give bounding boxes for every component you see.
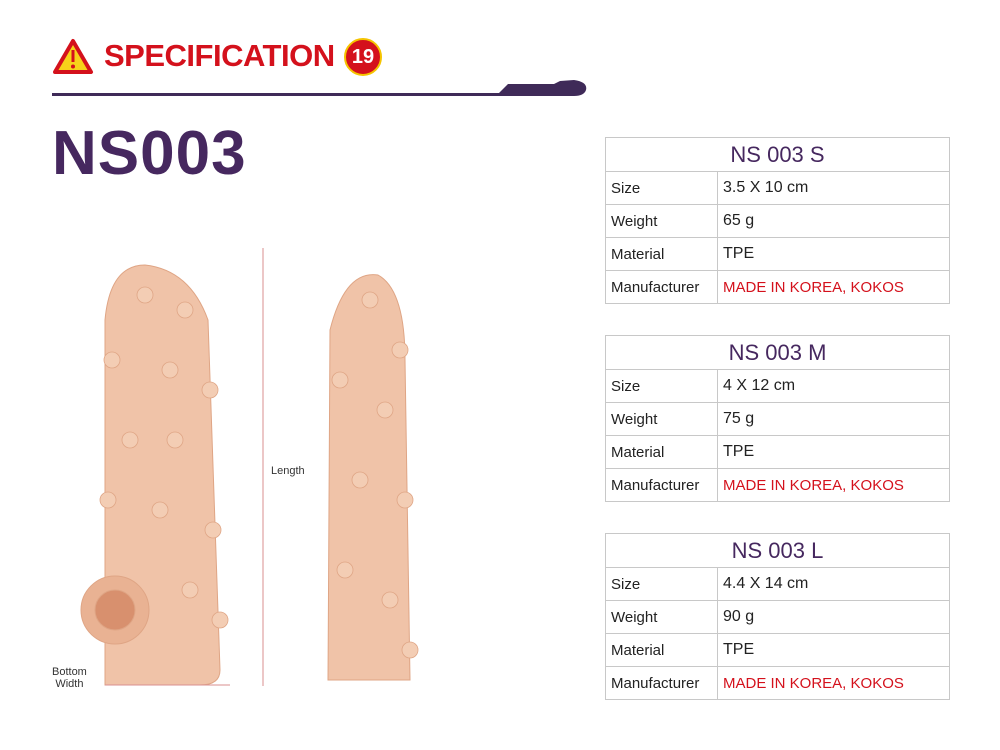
row-label: Weight [605,402,718,436]
table-row: Material TPE [605,633,950,667]
row-label: Material [605,237,718,271]
row-label: Size [605,171,718,205]
spec-table-s: NS 003 S Size 3.5 X 10 cm Weight 65 g Mate… [605,137,950,304]
table-row: Size 4 X 12 cm [605,369,950,403]
length-label: Length [271,465,305,477]
table-row: Weight 90 g [605,600,950,634]
row-label: Size [605,567,718,601]
header-divider-end [496,80,587,96]
row-value: 3.5 X 10 cm [717,171,950,205]
table-title: NS 003 L [605,533,950,568]
table-row: Size 4.4 X 14 cm [605,567,950,601]
row-label: Manufacturer [605,666,718,700]
product-image [80,248,419,686]
row-value: 65 g [717,204,950,238]
section-title: SPECIFICATION [104,38,335,73]
table-title: NS 003 M [605,335,950,370]
row-value: MADE IN KOREA, KOKOS [717,666,950,700]
row-label: Weight [605,204,718,238]
row-label: Manufacturer [605,468,718,502]
table-row: Material TPE [605,435,950,469]
row-label: Manufacturer [605,270,718,304]
table-row: Size 3.5 X 10 cm [605,171,950,205]
row-label: Weight [605,600,718,634]
table-row: Manufacturer MADE IN KOREA, KOKOS [605,666,950,700]
table-row: Manufacturer MADE IN KOREA, KOKOS [605,468,950,502]
header-divider [52,93,502,96]
spec-table-l: NS 003 L Size 4.4 X 14 cm Weight 90 g Mate… [605,533,950,700]
table-title: NS 003 S [605,137,950,172]
row-value: MADE IN KOREA, KOKOS [717,468,950,502]
row-label: Size [605,369,718,403]
row-value: MADE IN KOREA, KOKOS [717,270,950,304]
spec-table-m: NS 003 M Size 4 X 12 cm Weight 75 g Materi… [605,335,950,502]
bottom-width-label: Bottom Width [52,666,87,690]
row-label: Material [605,633,718,667]
table-row: Weight 75 g [605,402,950,436]
warning-triangle-icon [53,39,93,74]
row-value: 4.4 X 14 cm [717,567,950,601]
table-row: Material TPE [605,237,950,271]
table-row: Weight 65 g [605,204,950,238]
row-value: 90 g [717,600,950,634]
row-value: 75 g [717,402,950,436]
row-value: TPE [717,435,950,469]
row-value: 4 X 12 cm [717,369,950,403]
row-label: Material [605,435,718,469]
row-value: TPE [717,633,950,667]
model-name: NS003 [52,119,247,188]
age-19-badge: 19 [344,38,382,76]
row-value: TPE [717,237,950,271]
table-row: Manufacturer MADE IN KOREA, KOKOS [605,270,950,304]
texture-bumps [99,286,419,659]
